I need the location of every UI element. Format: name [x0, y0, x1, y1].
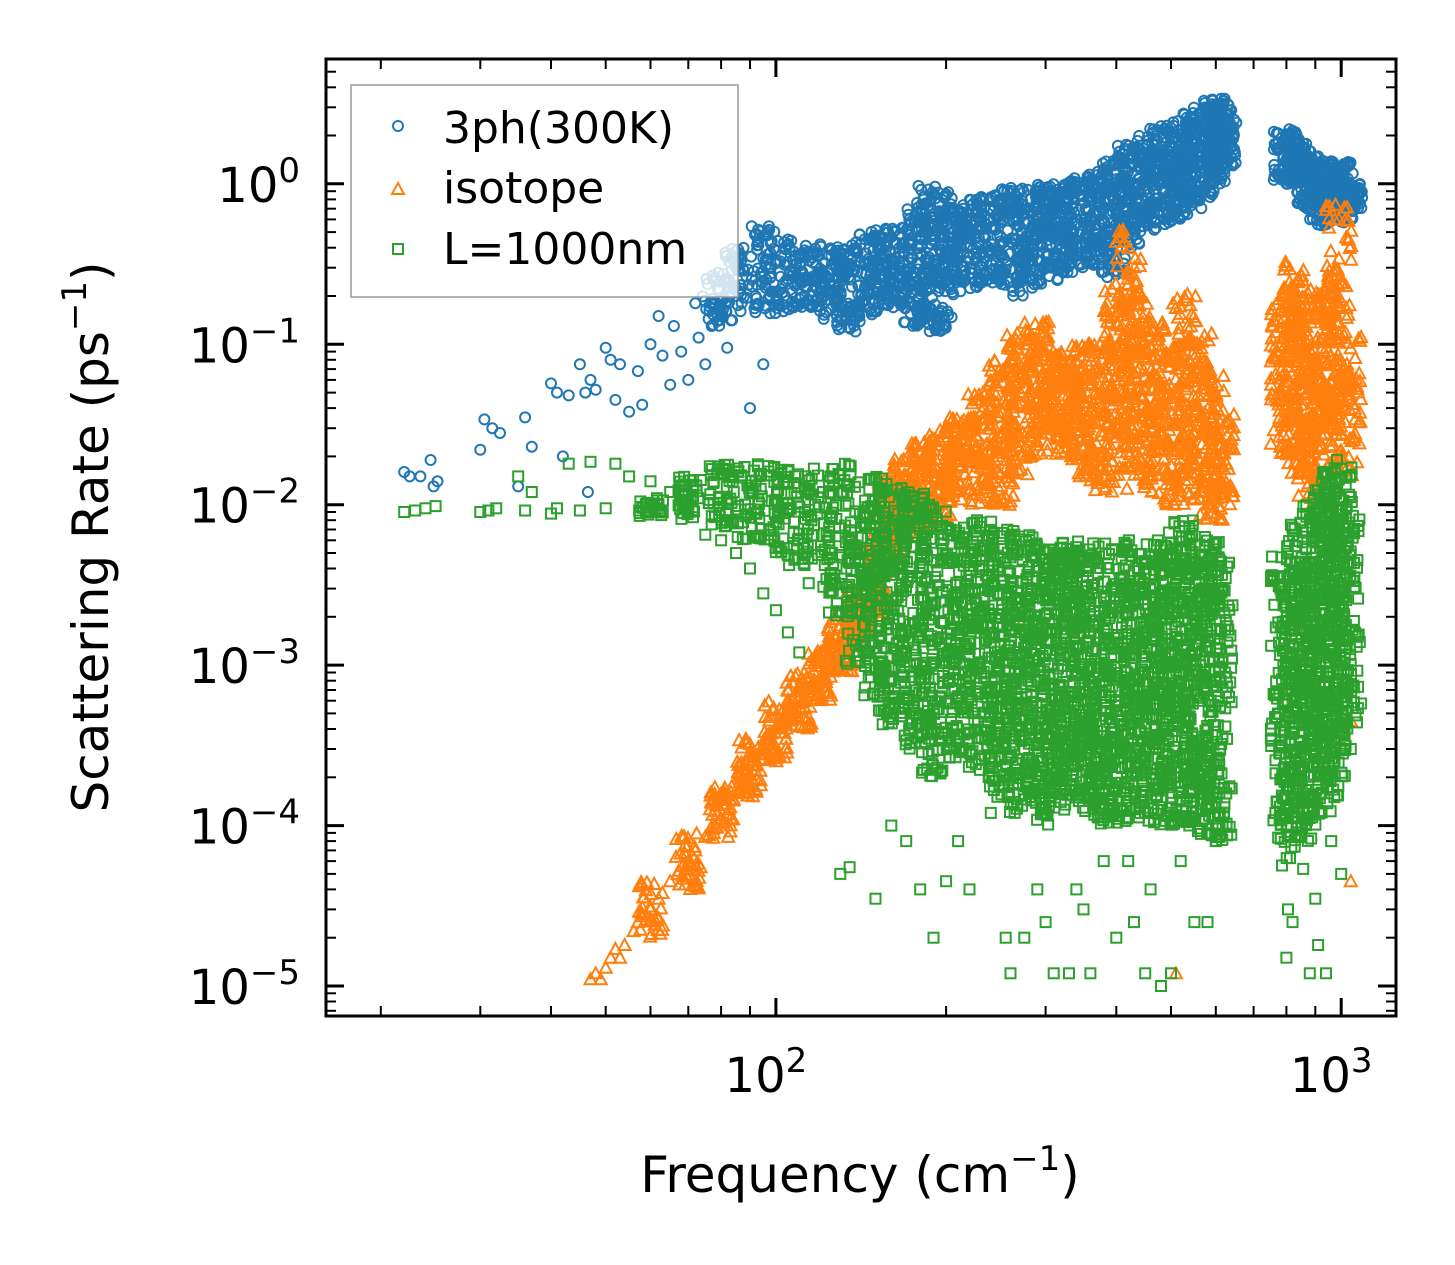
data-point [974, 259, 986, 272]
data-point [749, 306, 762, 319]
data-point [925, 309, 938, 322]
data-point [929, 180, 942, 193]
series-0 [398, 92, 1369, 498]
data-point [912, 179, 925, 192]
data-point [881, 235, 894, 248]
data-point [921, 240, 934, 253]
data-point [867, 258, 880, 271]
data-point [881, 223, 894, 236]
data-point [927, 233, 940, 246]
data-point [832, 244, 845, 257]
data-point [911, 305, 924, 318]
data-point [928, 221, 941, 233]
data-point [883, 296, 896, 308]
data-point [783, 242, 796, 255]
data-point [832, 257, 845, 270]
data-point [713, 304, 726, 317]
data-point [853, 295, 865, 308]
data-point [924, 201, 937, 214]
data-point [868, 231, 881, 244]
data-point [881, 292, 894, 305]
data-point [940, 265, 953, 278]
data-point [930, 319, 943, 332]
data-point [851, 307, 864, 319]
data-point [781, 273, 794, 285]
data-point [896, 285, 909, 298]
data-point [814, 268, 827, 280]
data-point [933, 197, 946, 210]
data-point [934, 231, 947, 244]
data-point [814, 238, 827, 251]
data-point [734, 305, 747, 318]
data-point [759, 299, 772, 312]
data-point [972, 230, 985, 243]
data-point [919, 267, 932, 280]
data-point [834, 285, 847, 298]
data-point [955, 275, 968, 288]
data-point [805, 299, 818, 312]
data-point [945, 311, 958, 324]
data-point [915, 279, 928, 292]
data-point [882, 287, 895, 300]
data-point [761, 225, 774, 238]
data-point [817, 312, 830, 325]
data-point [745, 220, 758, 233]
data-point [881, 260, 893, 272]
data-point [936, 220, 949, 232]
data-point [938, 208, 951, 221]
data-point [952, 234, 965, 247]
data-point [842, 321, 855, 334]
data-point [897, 222, 910, 235]
data-point [835, 321, 848, 334]
data-point [911, 300, 924, 313]
data-point [936, 278, 948, 291]
data-point [960, 206, 973, 219]
data-point [911, 196, 924, 209]
data-point [833, 277, 846, 290]
data-point [947, 288, 960, 301]
data-point [946, 252, 959, 264]
data-point [935, 211, 948, 224]
data-point [848, 263, 861, 276]
data-point [796, 265, 809, 278]
data-point [745, 250, 758, 263]
data-point [799, 281, 812, 294]
data-point [869, 267, 882, 280]
data-point [747, 265, 760, 278]
data-point [881, 240, 894, 253]
data-point [754, 267, 767, 280]
data-point [922, 183, 935, 196]
data-point [935, 247, 948, 260]
data-point [853, 279, 866, 292]
data-point [934, 273, 947, 285]
data-point [795, 291, 808, 304]
data-point [779, 274, 792, 287]
data-point [936, 301, 949, 314]
data-point [929, 298, 941, 311]
data-point [865, 305, 878, 318]
data-point [808, 247, 821, 260]
series-layer [398, 92, 1369, 992]
data-point [818, 257, 831, 270]
data-point [825, 244, 838, 257]
data-point [794, 259, 807, 272]
data-point [963, 224, 976, 237]
data-point [835, 264, 848, 277]
data-point [751, 239, 763, 252]
data-point [726, 314, 739, 327]
data-point [850, 242, 863, 254]
data-point [957, 259, 970, 272]
data-point [923, 254, 936, 267]
data-point [781, 258, 794, 271]
data-point [964, 282, 977, 295]
data-point [898, 238, 910, 251]
